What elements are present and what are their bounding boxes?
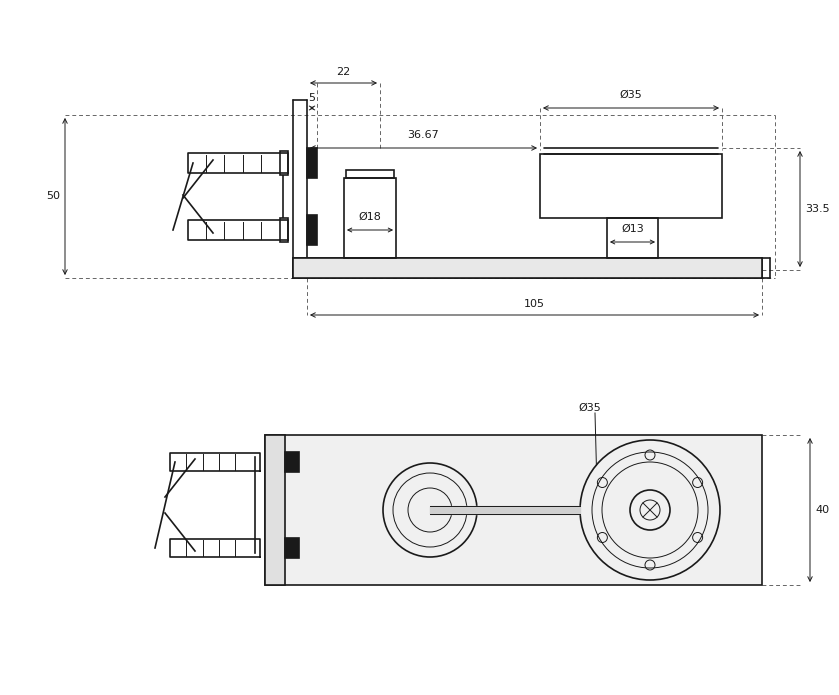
Polygon shape: [280, 218, 288, 242]
Polygon shape: [170, 453, 260, 471]
Polygon shape: [265, 435, 762, 585]
Polygon shape: [430, 506, 580, 514]
Polygon shape: [307, 215, 317, 245]
Text: 5: 5: [309, 93, 315, 103]
Polygon shape: [265, 435, 285, 585]
Text: 50: 50: [46, 191, 60, 201]
Text: Ø35: Ø35: [620, 90, 643, 100]
Polygon shape: [307, 148, 317, 178]
Polygon shape: [285, 538, 299, 558]
Polygon shape: [188, 220, 288, 240]
Text: 36.67: 36.67: [408, 130, 440, 140]
Text: 40: 40: [815, 505, 829, 515]
Text: 22: 22: [336, 67, 351, 77]
Text: Ø18: Ø18: [358, 212, 382, 222]
Text: 33.5: 33.5: [805, 204, 830, 214]
Polygon shape: [188, 153, 288, 173]
Text: Ø13: Ø13: [621, 224, 644, 234]
Text: Ø35: Ø35: [579, 403, 602, 413]
Polygon shape: [170, 539, 260, 557]
Polygon shape: [285, 452, 299, 472]
Text: 105: 105: [524, 299, 545, 309]
Polygon shape: [293, 258, 762, 278]
Polygon shape: [540, 154, 722, 218]
Polygon shape: [280, 151, 288, 175]
